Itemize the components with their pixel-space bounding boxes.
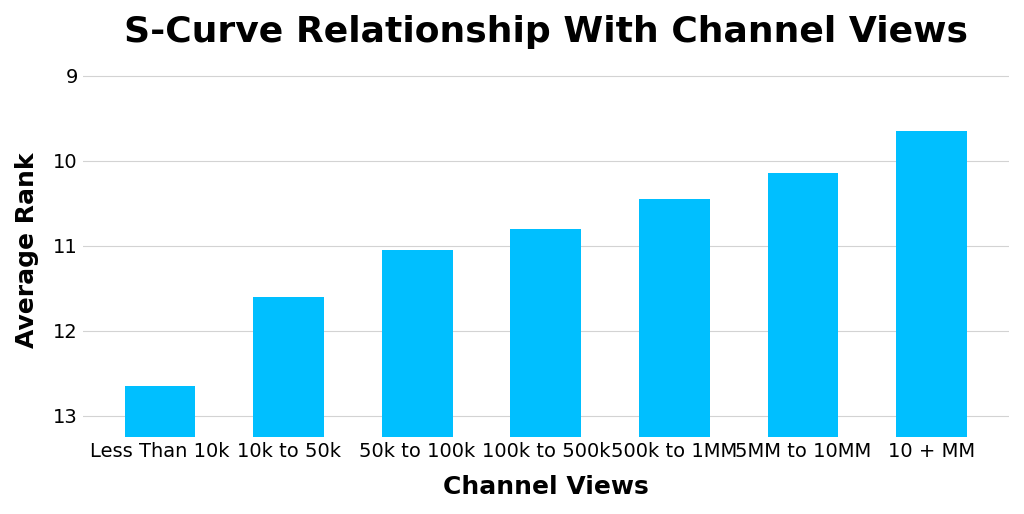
Bar xyxy=(896,131,967,437)
Y-axis label: Average Rank: Average Rank xyxy=(15,152,39,348)
X-axis label: Channel Views: Channel Views xyxy=(442,475,648,499)
Title: S-Curve Relationship With Channel Views: S-Curve Relationship With Channel Views xyxy=(124,15,968,49)
Bar xyxy=(125,386,196,437)
Bar xyxy=(768,173,839,437)
Bar xyxy=(382,250,453,437)
Bar xyxy=(639,199,710,437)
Bar xyxy=(253,297,324,437)
Bar xyxy=(510,229,581,437)
